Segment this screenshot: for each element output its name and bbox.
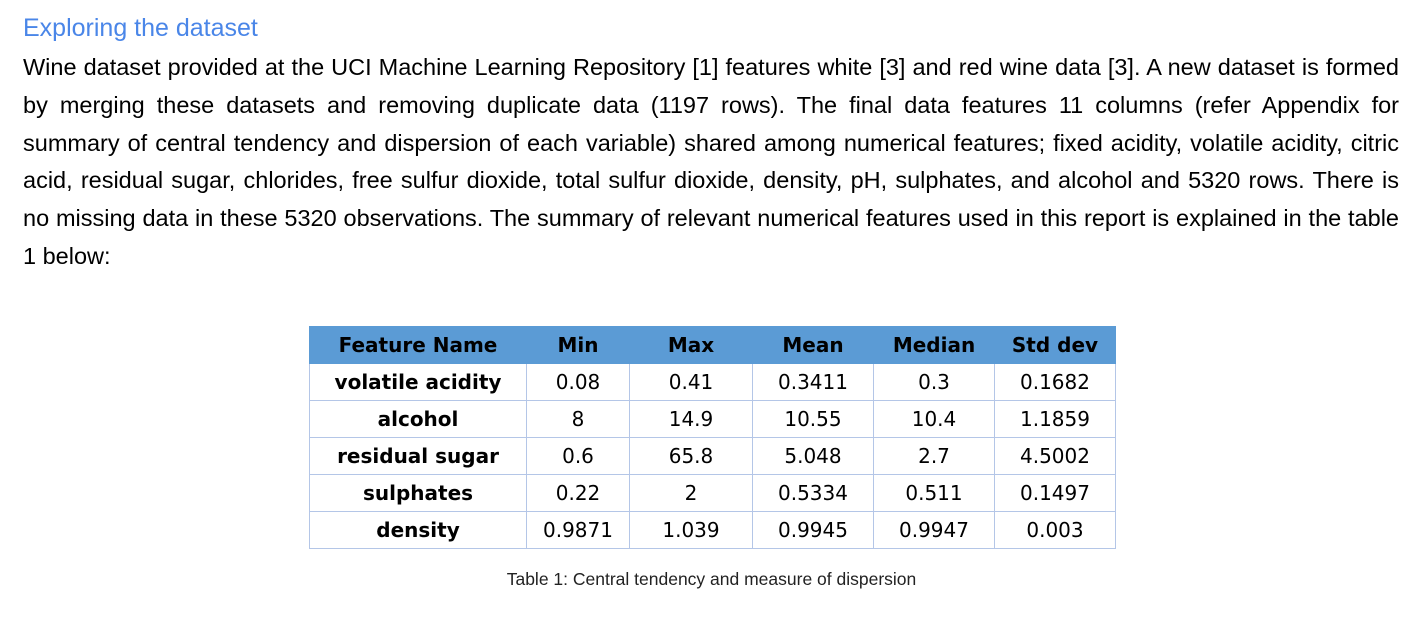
table-row: volatile acidity 0.08 0.41 0.3411 0.3 0.… (309, 363, 1116, 401)
min-cell: 0.6 (526, 437, 630, 475)
std-dev-cell: 1.1859 (994, 400, 1116, 438)
feature-name-cell: residual sugar (309, 437, 527, 475)
table-row: sulphates 0.22 2 0.5334 0.511 0.1497 (309, 474, 1116, 512)
median-cell: 10.4 (873, 400, 995, 438)
max-cell: 1.039 (629, 511, 753, 549)
max-cell: 0.41 (629, 363, 753, 401)
median-cell: 0.9947 (873, 511, 995, 549)
header-median: Median (873, 326, 995, 364)
header-mean: Mean (752, 326, 874, 364)
table-header-row: Feature Name Min Max Mean Median Std dev (309, 326, 1116, 364)
summary-table: Feature Name Min Max Mean Median Std dev… (309, 326, 1116, 549)
table-row: residual sugar 0.6 65.8 5.048 2.7 4.5002 (309, 437, 1116, 475)
feature-name-cell: alcohol (309, 400, 527, 438)
section-heading: Exploring the dataset (23, 14, 258, 42)
std-dev-cell: 0.1682 (994, 363, 1116, 401)
min-cell: 0.9871 (526, 511, 630, 549)
mean-cell: 5.048 (752, 437, 874, 475)
feature-name-cell: volatile acidity (309, 363, 527, 401)
mean-cell: 10.55 (752, 400, 874, 438)
median-cell: 2.7 (873, 437, 995, 475)
std-dev-cell: 4.5002 (994, 437, 1116, 475)
summary-table-container: Feature Name Min Max Mean Median Std dev… (309, 326, 1116, 549)
min-cell: 0.08 (526, 363, 630, 401)
median-cell: 0.511 (873, 474, 995, 512)
table-caption: Table 1: Central tendency and measure of… (506, 569, 917, 589)
feature-name-cell: density (309, 511, 527, 549)
table-row: density 0.9871 1.039 0.9945 0.9947 0.003 (309, 511, 1116, 549)
header-max: Max (629, 326, 753, 364)
mean-cell: 0.9945 (752, 511, 874, 549)
std-dev-cell: 0.1497 (994, 474, 1116, 512)
feature-name-cell: sulphates (309, 474, 527, 512)
max-cell: 14.9 (629, 400, 753, 438)
max-cell: 2 (629, 474, 753, 512)
min-cell: 8 (526, 400, 630, 438)
min-cell: 0.22 (526, 474, 630, 512)
max-cell: 65.8 (629, 437, 753, 475)
header-min: Min (526, 326, 630, 364)
header-feature-name: Feature Name (309, 326, 527, 364)
mean-cell: 0.3411 (752, 363, 874, 401)
mean-cell: 0.5334 (752, 474, 874, 512)
header-std-dev: Std dev (994, 326, 1116, 364)
table-row: alcohol 8 14.9 10.55 10.4 1.1859 (309, 400, 1116, 438)
body-paragraph: Wine dataset provided at the UCI Machine… (23, 54, 1399, 269)
std-dev-cell: 0.003 (994, 511, 1116, 549)
median-cell: 0.3 (873, 363, 995, 401)
